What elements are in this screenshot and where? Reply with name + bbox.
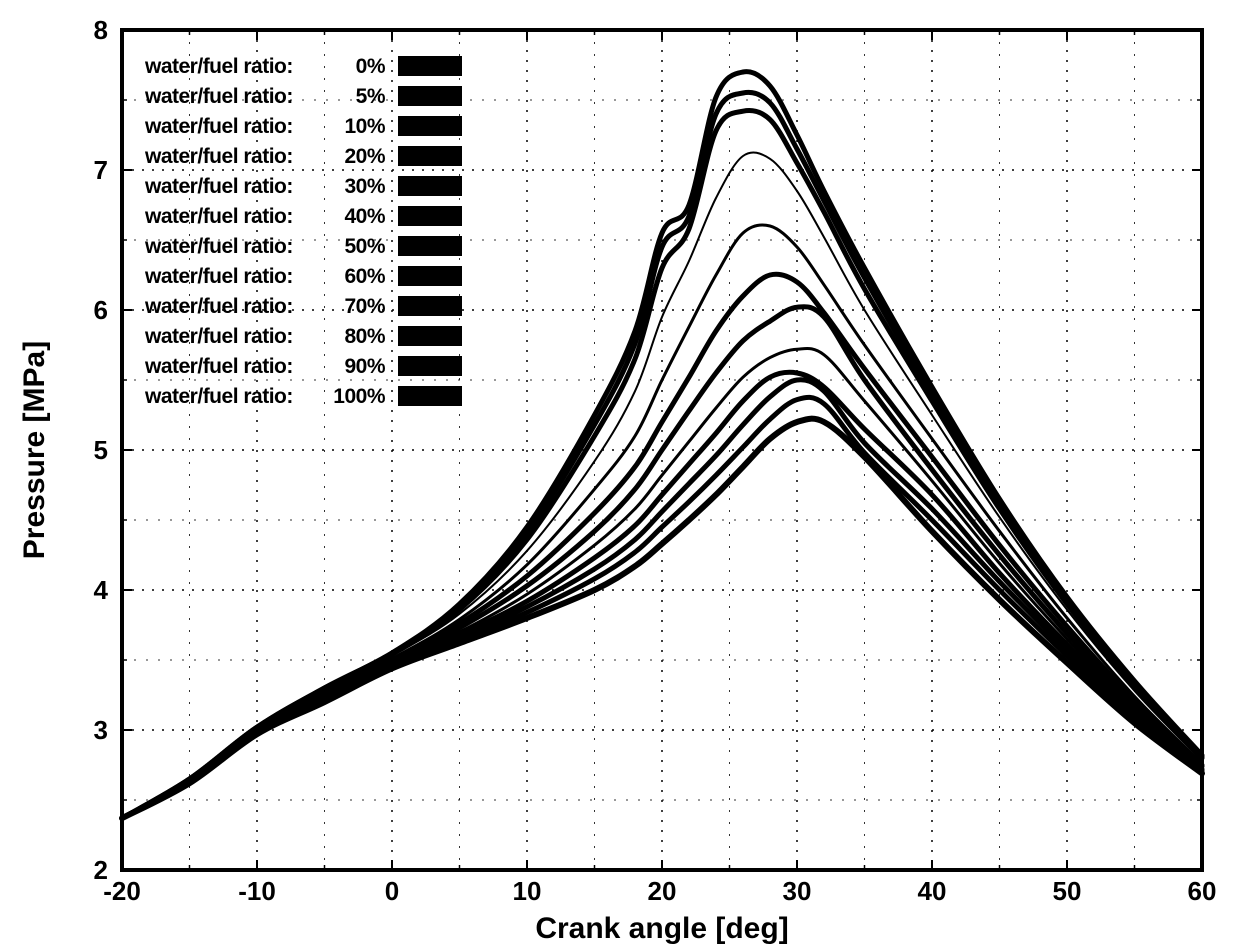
svg-text:3: 3 [94, 715, 108, 745]
svg-text:-20: -20 [103, 876, 141, 906]
svg-text:50: 50 [1053, 876, 1082, 906]
svg-text:30: 30 [783, 876, 812, 906]
legend-swatch [398, 296, 462, 316]
svg-text:7: 7 [94, 155, 108, 185]
legend-value: 80% [344, 325, 385, 348]
svg-text:5: 5 [94, 435, 108, 465]
legend-swatch [398, 386, 462, 406]
legend-swatch [398, 236, 462, 256]
legend-prefix: water/fuel ratio: [144, 355, 293, 378]
legend-value: 30% [344, 175, 385, 198]
legend-prefix: water/fuel ratio: [144, 235, 293, 258]
svg-text:6: 6 [94, 295, 108, 325]
svg-text:10: 10 [513, 876, 542, 906]
legend-prefix: water/fuel ratio: [144, 325, 293, 348]
legend-swatch [398, 356, 462, 376]
pressure-vs-crank-angle-chart: -20 -10 0 10 20 30 40 50 60 2 3 4 5 6 7 8 Crank angle [d… [0, 0, 1240, 952]
legend-value: 90% [344, 355, 385, 378]
legend-value: 5% [356, 85, 386, 108]
legend-swatch [398, 56, 462, 76]
legend-swatch [398, 86, 462, 106]
legend-swatch [398, 146, 462, 166]
legend-prefix: water/fuel ratio: [144, 115, 293, 138]
legend-value: 0% [356, 55, 386, 78]
legend-prefix: water/fuel ratio: [144, 55, 293, 78]
legend-prefix: water/fuel ratio: [144, 85, 293, 108]
chart-svg: -20 -10 0 10 20 30 40 50 60 2 3 4 5 6 7 8 Crank angle [d… [0, 0, 1240, 952]
svg-text:4: 4 [94, 575, 109, 605]
legend-value: 70% [344, 295, 385, 318]
legend-prefix: water/fuel ratio: [144, 175, 293, 198]
legend-swatch [398, 116, 462, 136]
x-axis-label: Crank angle [deg] [535, 912, 788, 945]
legend-swatch [398, 326, 462, 346]
legend-value: 20% [344, 145, 385, 168]
legend-value: 100% [333, 385, 386, 408]
legend-value: 40% [344, 205, 385, 228]
svg-text:60: 60 [1188, 876, 1217, 906]
svg-text:2: 2 [94, 855, 108, 885]
legend-swatch [398, 206, 462, 226]
svg-text:0: 0 [385, 876, 399, 906]
y-axis-label: Pressure [MPa] [18, 341, 51, 559]
legend-prefix: water/fuel ratio: [144, 265, 293, 288]
legend-value: 10% [344, 115, 385, 138]
legend-value: 60% [344, 265, 385, 288]
legend-prefix: water/fuel ratio: [144, 145, 293, 168]
svg-text:40: 40 [918, 876, 947, 906]
legend-prefix: water/fuel ratio: [144, 205, 293, 228]
svg-text:8: 8 [94, 15, 108, 45]
legend-swatch [398, 176, 462, 196]
svg-text:-10: -10 [238, 876, 276, 906]
legend-prefix: water/fuel ratio: [144, 385, 293, 408]
svg-text:20: 20 [648, 876, 677, 906]
legend-value: 50% [344, 235, 385, 258]
legend-swatch [398, 266, 462, 286]
legend-prefix: water/fuel ratio: [144, 295, 293, 318]
